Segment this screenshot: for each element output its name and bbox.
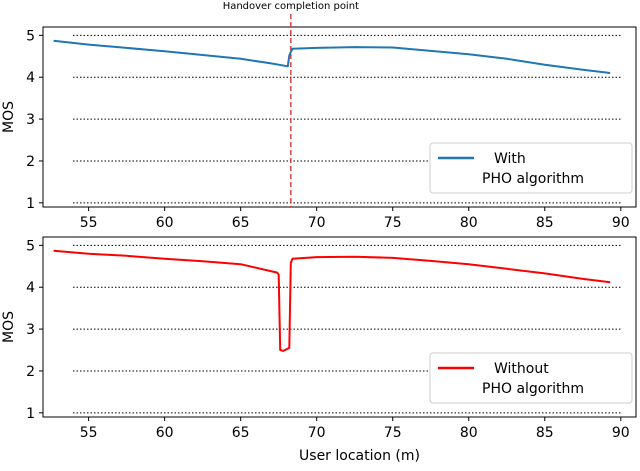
x-axis-label: User location (m) — [299, 448, 420, 464]
handover-annotation-label: Handover completion point — [223, 1, 359, 12]
plot-frame — [42, 26, 637, 208]
y-axis-label: MOS — [1, 101, 17, 133]
x-tick-label: 80 — [460, 425, 478, 441]
x-tick-label: 75 — [384, 215, 402, 231]
y-tick-label: 2 — [26, 364, 35, 380]
x-tick-label: 85 — [536, 425, 554, 441]
x-tick-label: 70 — [308, 215, 326, 231]
plot-frame — [42, 236, 637, 418]
y-tick-label: 3 — [26, 112, 35, 128]
legend-box — [429, 352, 633, 404]
legend: Without PHO algorithm — [429, 352, 633, 404]
y-tick-label: 4 — [26, 70, 35, 86]
x-tick-label: 90 — [612, 215, 630, 231]
x-tick-label: 75 — [384, 425, 402, 441]
x-tick-label: 55 — [80, 215, 98, 231]
x-tick-label: 65 — [232, 215, 250, 231]
legend-box — [429, 142, 633, 194]
x-tick-label: 85 — [536, 215, 554, 231]
y-tick-label: 5 — [26, 28, 35, 44]
x-tick-label: 55 — [80, 425, 98, 441]
y-tick-label: 4 — [26, 280, 35, 296]
x-tick-label: 80 — [460, 215, 478, 231]
legend: With PHO algorithm — [429, 142, 633, 194]
y-tick-label: 1 — [26, 196, 35, 212]
legend-label: PHO algorithm — [482, 171, 584, 187]
x-tick-label: 60 — [156, 215, 174, 231]
series-line — [53, 249, 611, 352]
y-axis-label: MOS — [1, 311, 17, 343]
y-tick-label: 5 — [26, 238, 35, 254]
legend-label: PHO algorithm — [482, 381, 584, 397]
y-tick-label: 2 — [26, 154, 35, 170]
x-tick-label: 70 — [308, 425, 326, 441]
x-tick-label: 90 — [612, 425, 630, 441]
y-tick-label: 3 — [26, 322, 35, 338]
y-tick-label: 1 — [26, 406, 35, 422]
x-tick-label: 60 — [156, 425, 174, 441]
series-line — [53, 39, 611, 74]
legend-label: With — [494, 151, 526, 167]
x-tick-label: 65 — [232, 425, 250, 441]
legend-label: Without — [494, 361, 549, 377]
